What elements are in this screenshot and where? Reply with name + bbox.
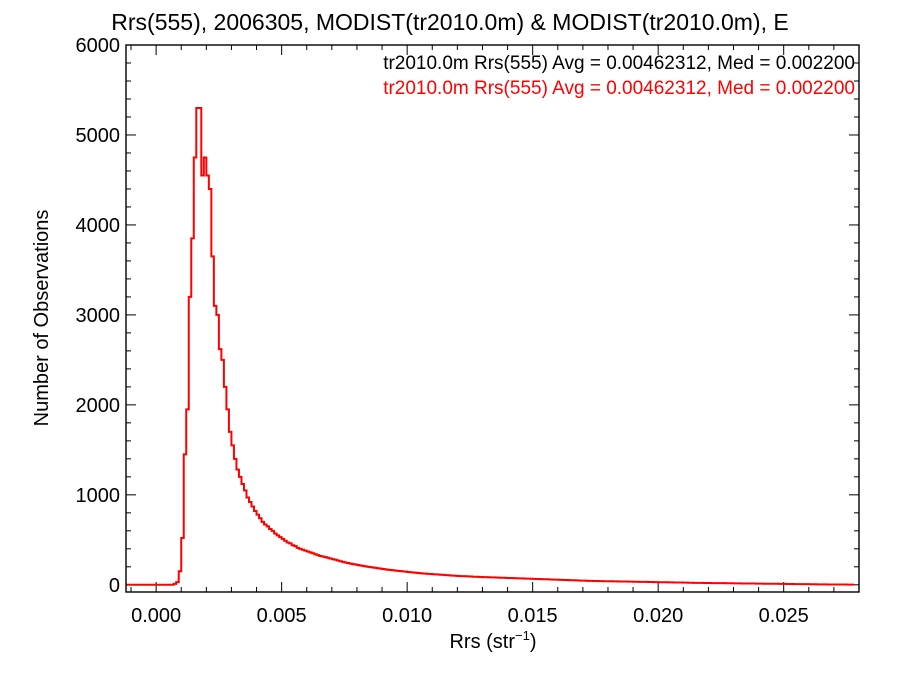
y-tick-label: 4000 (76, 215, 121, 237)
x-tick-label: 0.015 (508, 605, 558, 627)
y-tick-label: 5000 (76, 125, 121, 147)
x-axis-label-superscript: −1 (515, 628, 530, 643)
y-tick-label: 2000 (76, 395, 121, 417)
y-axis-label: Number of Observations (31, 210, 53, 427)
y-tick-label: 1000 (76, 485, 121, 507)
x-axis-label: Rrs (str−1) (449, 628, 536, 653)
x-tick-label: 0.020 (633, 605, 683, 627)
y-tick-label: 6000 (76, 35, 121, 57)
x-tick-label: 0.010 (382, 605, 432, 627)
x-tick-label: 0.000 (131, 605, 181, 627)
x-axis-label-base: Rrs (str (449, 631, 515, 653)
histogram-series-line (126, 106, 854, 586)
x-tick-label: 0.025 (759, 605, 809, 627)
y-axis-ticks: 0 1000 2000 3000 4000 5000 6000 (76, 35, 859, 597)
x-axis-ticks: 0.000 0.005 0.010 0.015 0.020 0.025 (130, 45, 860, 627)
annotation-avg-median: tr2010.0m Rrs(555) Avg = 0.00462312, Med… (383, 53, 855, 74)
y-tick-label: 3000 (76, 305, 121, 327)
x-tick-label: 0.005 (257, 605, 307, 627)
annotation-avg-median-red: tr2010.0m Rrs(555) Avg = 0.00462312, Med… (383, 78, 855, 99)
x-axis-label-close: ) (530, 631, 537, 653)
y-tick-label: 0 (109, 575, 120, 597)
plot-area-frame (125, 44, 860, 593)
chart-title: Rrs(555), 2006305, MODIST(tr2010.0m) & M… (111, 9, 788, 35)
